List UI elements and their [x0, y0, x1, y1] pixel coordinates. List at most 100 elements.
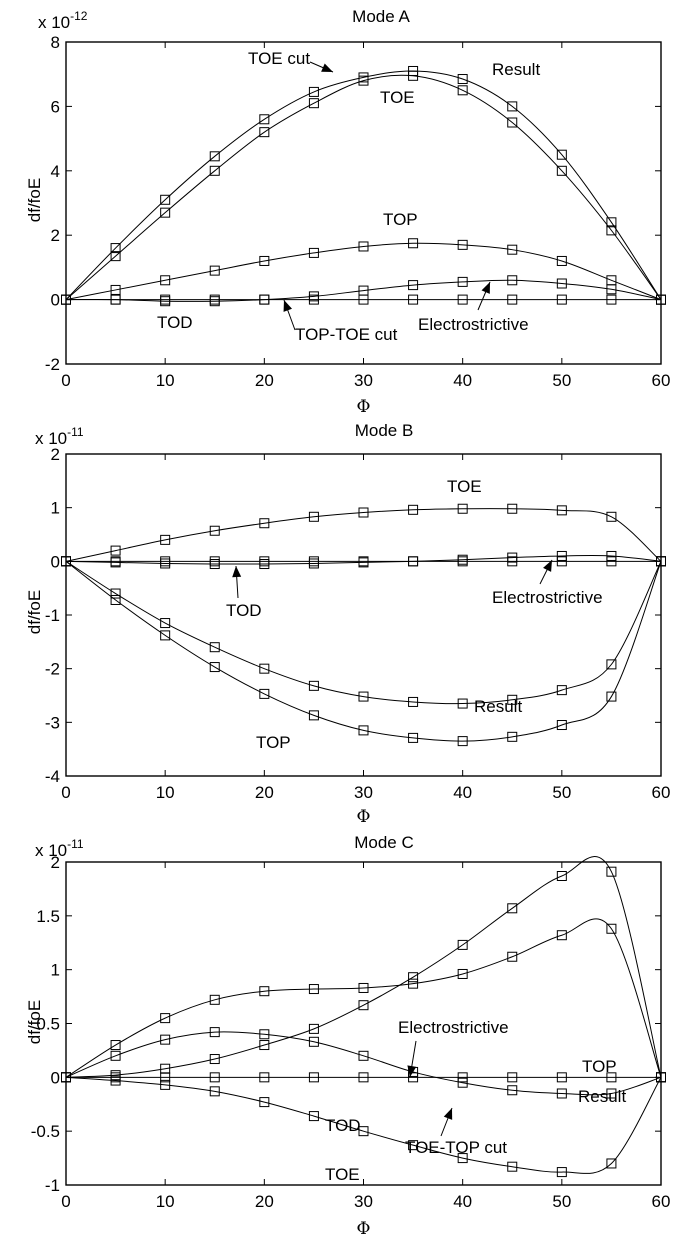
series-line-result — [65, 918, 662, 1078]
series-line-electrostrictive — [65, 555, 662, 565]
data-point-result — [358, 982, 369, 993]
data-point-electrostrictive — [556, 278, 567, 289]
scale-exponent: -12 — [70, 9, 88, 23]
x-tick-label: 10 — [156, 371, 175, 390]
series-line-top — [65, 242, 662, 301]
y-tick-label: 1.5 — [36, 907, 60, 926]
data-point-tod — [209, 556, 220, 567]
annotation-electrostrictive: Electrostrictive — [418, 315, 529, 334]
data-point-tod — [259, 556, 270, 567]
series-line-result — [65, 70, 662, 300]
scale-base: x 10 — [35, 429, 67, 448]
data-point-tod — [507, 1072, 518, 1083]
scale-exponent: -11 — [67, 425, 84, 439]
data-point-top — [308, 1023, 319, 1034]
data-point-top — [209, 265, 220, 276]
plot-frame — [65, 41, 662, 365]
data-point-toe — [110, 1075, 121, 1086]
data-point-top — [61, 556, 71, 567]
data-point-result — [457, 698, 468, 709]
data-point-toe — [358, 507, 369, 518]
data-point-result — [110, 588, 121, 599]
data-point-toe — [259, 1097, 270, 1108]
data-point-top — [606, 866, 617, 877]
y-tick-label: -4 — [45, 767, 60, 786]
data-point-result — [308, 86, 319, 97]
data-point-tod — [160, 556, 171, 567]
data-point-electrostrictive — [457, 276, 468, 287]
data-point-tod — [408, 294, 419, 305]
data-point-toe — [606, 511, 617, 522]
data-point-toe — [259, 518, 270, 529]
data-point-result — [556, 685, 567, 696]
data-point-result — [507, 694, 518, 705]
annotation-result: Result — [492, 60, 540, 79]
data-point-toe — [606, 1158, 617, 1169]
data-point-top — [507, 244, 518, 255]
data-point-toe — [308, 1111, 319, 1122]
y-tick-label: 8 — [51, 33, 60, 52]
data-point-electrostrictive — [606, 1088, 617, 1099]
annotation-toe-cut: TOE cut — [248, 49, 310, 68]
data-point-toe — [408, 1140, 419, 1151]
data-point-toe — [358, 75, 369, 86]
data-point-tod — [457, 556, 468, 567]
y-tick-label: -1 — [45, 606, 60, 625]
data-point-toe — [556, 505, 567, 516]
data-point-result — [259, 663, 270, 674]
scale-base: x 10 — [38, 13, 70, 32]
data-point-electrostrictive — [507, 1085, 518, 1096]
data-point-tod — [556, 556, 567, 567]
data-point-tod — [259, 294, 270, 305]
data-point-top — [308, 247, 319, 258]
data-point-top — [209, 1054, 220, 1065]
series-line-electrostrictive — [65, 279, 662, 302]
data-point-toe — [457, 1153, 468, 1164]
annotation-arrowhead — [321, 63, 333, 72]
chart-title: Mode B — [355, 421, 414, 440]
data-point-toe — [308, 98, 319, 109]
data-point-tod — [507, 294, 518, 305]
data-point-top — [556, 255, 567, 266]
y-tick-label: -2 — [45, 660, 60, 679]
chart-title: Mode A — [352, 7, 410, 26]
annotation-arrowhead — [443, 1108, 453, 1120]
annotation-electrostrictive: Electrostrictive — [492, 588, 603, 607]
data-point-tod — [358, 1072, 369, 1083]
data-point-top — [408, 238, 419, 249]
data-point-electrostrictive — [308, 1036, 319, 1047]
data-point-electrostrictive — [556, 1088, 567, 1099]
data-point-result — [556, 930, 567, 941]
data-point-top — [358, 725, 369, 736]
annotation-electrostrictive: Electrostrictive — [398, 1018, 509, 1037]
data-point-top — [160, 630, 171, 641]
data-point-toe — [457, 85, 468, 96]
x-tick-label: 20 — [255, 783, 274, 802]
data-point-top — [556, 720, 567, 731]
data-point-tod — [358, 556, 369, 567]
y-tick-label: 2 — [51, 226, 60, 245]
data-point-result — [308, 680, 319, 691]
data-point-result — [259, 114, 270, 125]
annotation-arrowhead — [543, 560, 552, 572]
y-tick-label: -2 — [45, 355, 60, 374]
data-point-tod — [308, 294, 319, 305]
annotation-tod: TOD — [157, 313, 193, 332]
data-point-result — [259, 986, 270, 997]
data-point-tod — [308, 556, 319, 567]
data-point-electrostrictive — [160, 1034, 171, 1045]
annotation-toe: TOE — [447, 477, 482, 496]
data-point-toe — [61, 1072, 71, 1083]
data-point-tod — [160, 1072, 171, 1083]
data-point-tod — [259, 1072, 270, 1083]
data-point-result — [160, 1013, 171, 1024]
x-tick-label: 50 — [552, 371, 571, 390]
data-point-electrostrictive — [110, 1050, 121, 1061]
data-point-tod — [606, 294, 617, 305]
data-point-top — [160, 275, 171, 286]
data-point-result — [408, 978, 419, 989]
data-point-tod — [160, 294, 171, 305]
data-point-tod — [110, 556, 121, 567]
annotation-top: TOP — [582, 1057, 617, 1076]
